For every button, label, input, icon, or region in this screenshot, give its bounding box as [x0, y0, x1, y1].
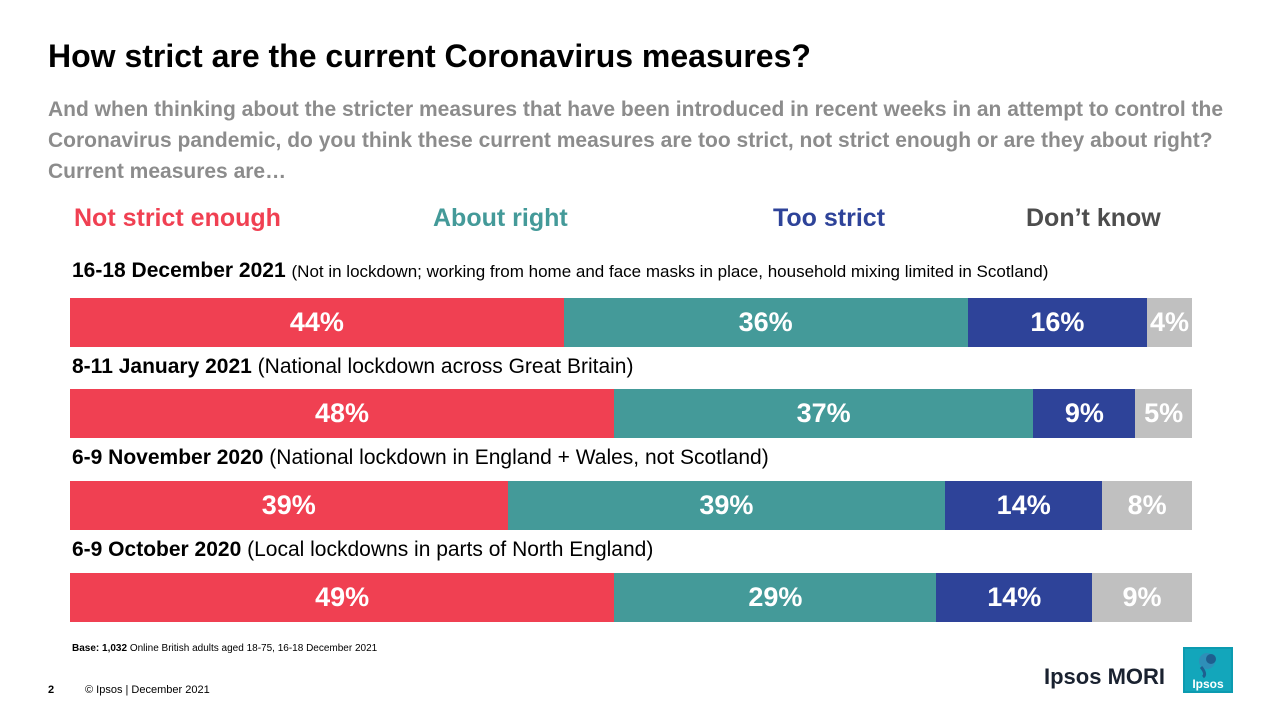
bar-segment-not-strict-enough: 44% — [70, 298, 564, 347]
bar-segment-about-right: 37% — [614, 389, 1034, 438]
brand-wordmark: Ipsos MORI — [1044, 664, 1166, 689]
row-date: 16-18 December 2021 — [72, 259, 286, 282]
base-count: 1,032 — [102, 643, 128, 654]
page-number: 2 — [48, 684, 55, 696]
bar-segment-not-strict-enough: 48% — [70, 389, 614, 438]
row-note: (National lockdown across Great Britain) — [257, 355, 634, 378]
bar-segment-dont-know: 5% — [1135, 389, 1192, 438]
ipsos-logo-icon: Ipsos — [1183, 647, 1233, 693]
row-date: 8-11 January 2021 — [72, 355, 252, 378]
row-label: 6-9 November 2020 (National lockdown in … — [72, 446, 769, 470]
question-text: And when thinking about the stricter mea… — [48, 98, 1224, 183]
base-text: Online British adults aged 18-75, 16-18 … — [129, 643, 378, 654]
bar-segment-too-strict: 16% — [967, 298, 1148, 347]
row-label: 16-18 December 2021 (Not in lockdown; wo… — [72, 259, 1048, 283]
copyright: © Ipsos | December 2021 — [85, 684, 210, 696]
stacked-bar: 39% 39% 14% 8% — [70, 481, 1192, 530]
legend-too-strict: Too strict — [773, 204, 886, 232]
page-title: How strict are the current Coronavirus m… — [48, 38, 811, 74]
row-date: 6-9 October 2020 — [72, 538, 242, 561]
row-note: (National lockdown in England + Wales, n… — [269, 446, 769, 469]
legend-dont-know: Don’t know — [1026, 204, 1161, 232]
bar-segment-dont-know: 8% — [1102, 481, 1192, 530]
base-label: Base: — [72, 643, 100, 654]
legend-about-right: About right — [433, 204, 568, 232]
svg-text:Ipsos: Ipsos — [1192, 677, 1224, 691]
row-label: 6-9 October 2020 (Local lockdowns in par… — [72, 538, 653, 562]
bar-segment-not-strict-enough: 39% — [70, 481, 508, 530]
bar-segment-too-strict: 14% — [936, 573, 1092, 622]
bar-segment-too-strict: 14% — [945, 481, 1103, 530]
base-note: Base: 1,032 Online British adults aged 1… — [72, 643, 377, 654]
stacked-bar: 44% 36% 16% 4% — [70, 298, 1192, 347]
bar-segment-too-strict: 9% — [1033, 389, 1136, 438]
row-note: (Local lockdowns in parts of North Engla… — [247, 538, 654, 561]
legend-not-strict-enough: Not strict enough — [74, 204, 281, 232]
bar-segment-about-right: 39% — [507, 481, 946, 530]
bar-segment-dont-know: 9% — [1092, 573, 1192, 622]
bar-segment-not-strict-enough: 49% — [70, 573, 615, 622]
row-label: 8-11 January 2021 (National lockdown acr… — [72, 355, 633, 379]
stacked-bar: 48% 37% 9% 5% — [70, 389, 1192, 438]
row-date: 6-9 November 2020 — [72, 446, 264, 469]
bar-segment-dont-know: 4% — [1147, 298, 1192, 347]
bar-segment-about-right: 36% — [563, 298, 968, 347]
stacked-bar: 49% 29% 14% 9% — [70, 573, 1192, 622]
row-note: (Not in lockdown; working from home and … — [291, 262, 1049, 281]
bar-segment-about-right: 29% — [614, 573, 937, 622]
